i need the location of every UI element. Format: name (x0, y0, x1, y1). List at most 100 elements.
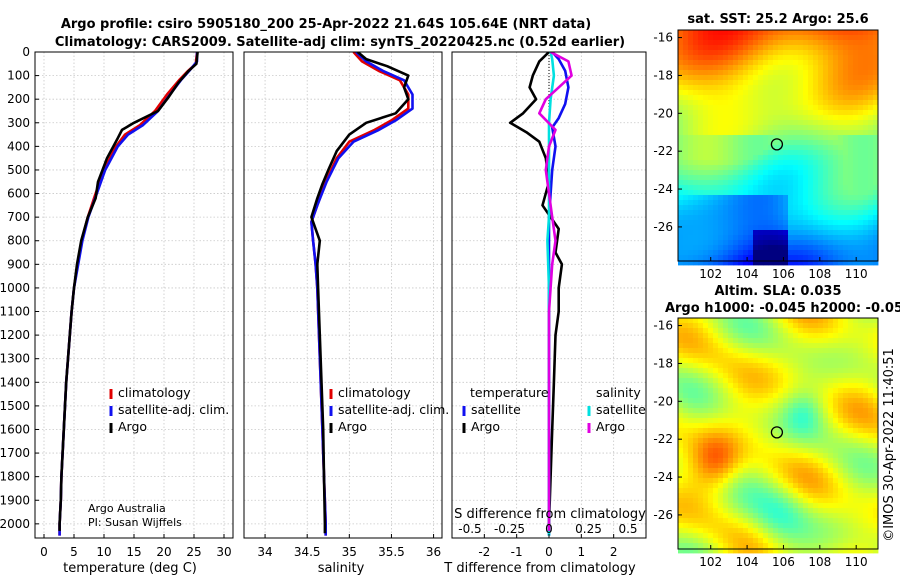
map-cell (873, 403, 879, 409)
map-cell (688, 388, 694, 394)
map-cell (753, 125, 759, 131)
map-cell (793, 518, 799, 524)
map-cell (853, 180, 859, 186)
map-cell (768, 130, 774, 136)
map-cell (848, 80, 854, 86)
map-cell (723, 150, 729, 156)
map-cell (813, 185, 819, 191)
map-cell (813, 433, 819, 439)
map-cell (738, 438, 744, 444)
map-cell (738, 353, 744, 359)
map-cell (813, 35, 819, 41)
map-cell (693, 433, 699, 439)
map-cell (708, 170, 714, 176)
map-cell (678, 185, 684, 191)
map-cell (783, 453, 789, 459)
map-cell (713, 175, 719, 181)
map-cell (793, 473, 799, 479)
map-cell (848, 205, 854, 211)
map-cell (798, 175, 804, 181)
map-cell (763, 388, 769, 394)
map-cell (753, 428, 759, 434)
map-cell (808, 180, 814, 186)
map-cell (728, 230, 734, 236)
map-cell (758, 403, 764, 409)
map-cell (798, 205, 804, 211)
map-cell (703, 50, 709, 56)
depth-tick-label: 1200 (0, 328, 30, 342)
map-cell (758, 125, 764, 131)
map-cell (853, 548, 859, 554)
map-cell (773, 518, 779, 524)
map-cell (788, 90, 794, 96)
map-cell (873, 443, 879, 449)
map-cell (833, 145, 839, 151)
map-cell (743, 373, 749, 379)
map-cell (748, 463, 754, 469)
map-cell (678, 388, 684, 394)
map-cell (868, 333, 874, 339)
map-cell (743, 478, 749, 484)
map-cell (743, 235, 749, 241)
map-cell (738, 70, 744, 76)
map-cell (733, 185, 739, 191)
map-cell (678, 175, 684, 181)
map-cell (873, 205, 879, 211)
map-cell (853, 65, 859, 71)
map-cell (723, 493, 729, 499)
map-cell (733, 105, 739, 111)
map-cell (788, 70, 794, 76)
map-cell (723, 403, 729, 409)
map-cell (693, 45, 699, 51)
map-cell (698, 50, 704, 56)
map-cell (728, 433, 734, 439)
map-cell (868, 135, 874, 141)
map-cell (748, 343, 754, 349)
map-cell (823, 45, 829, 51)
map-cell (818, 368, 824, 374)
map-cell (728, 190, 734, 196)
map-cell (733, 120, 739, 126)
map-cell (833, 383, 839, 389)
map-cell (843, 543, 849, 549)
map-cell (693, 443, 699, 449)
map-cell (678, 235, 684, 241)
map-cell (728, 368, 734, 374)
map-cell (713, 60, 719, 66)
map-cell (853, 468, 859, 474)
map-cell (723, 85, 729, 91)
map-cell (828, 508, 834, 514)
map-cell (793, 513, 799, 519)
map-cell (768, 225, 774, 231)
map-cell (843, 240, 849, 246)
map-cell (693, 358, 699, 364)
map-cell (868, 543, 874, 549)
map-cell (733, 90, 739, 96)
map-cell (678, 343, 684, 349)
map-cell (718, 220, 724, 226)
map-cell (703, 155, 709, 161)
map-cell (818, 503, 824, 509)
map-cell (798, 408, 804, 414)
map-cell (788, 60, 794, 66)
map-cell (858, 110, 864, 116)
map-cell (863, 240, 869, 246)
map-cell (853, 348, 859, 354)
map-cell (803, 528, 809, 534)
map-cell (718, 125, 724, 131)
map-cell (853, 463, 859, 469)
map-cell (708, 90, 714, 96)
map-cell (863, 513, 869, 519)
map-cell (683, 255, 689, 261)
sst-argo-location-marker (770, 138, 784, 151)
map-cell (858, 260, 864, 266)
map-cell (753, 478, 759, 484)
map-cell (863, 220, 869, 226)
map-cell (773, 80, 779, 86)
x-tick-label: 15 (126, 545, 141, 559)
map-cell (778, 413, 784, 419)
map-cell (873, 393, 879, 399)
map-cell (848, 230, 854, 236)
figure-title-line1: Argo profile: csiro 5905180_200 25-Apr-2… (61, 17, 591, 32)
map-cell (728, 120, 734, 126)
